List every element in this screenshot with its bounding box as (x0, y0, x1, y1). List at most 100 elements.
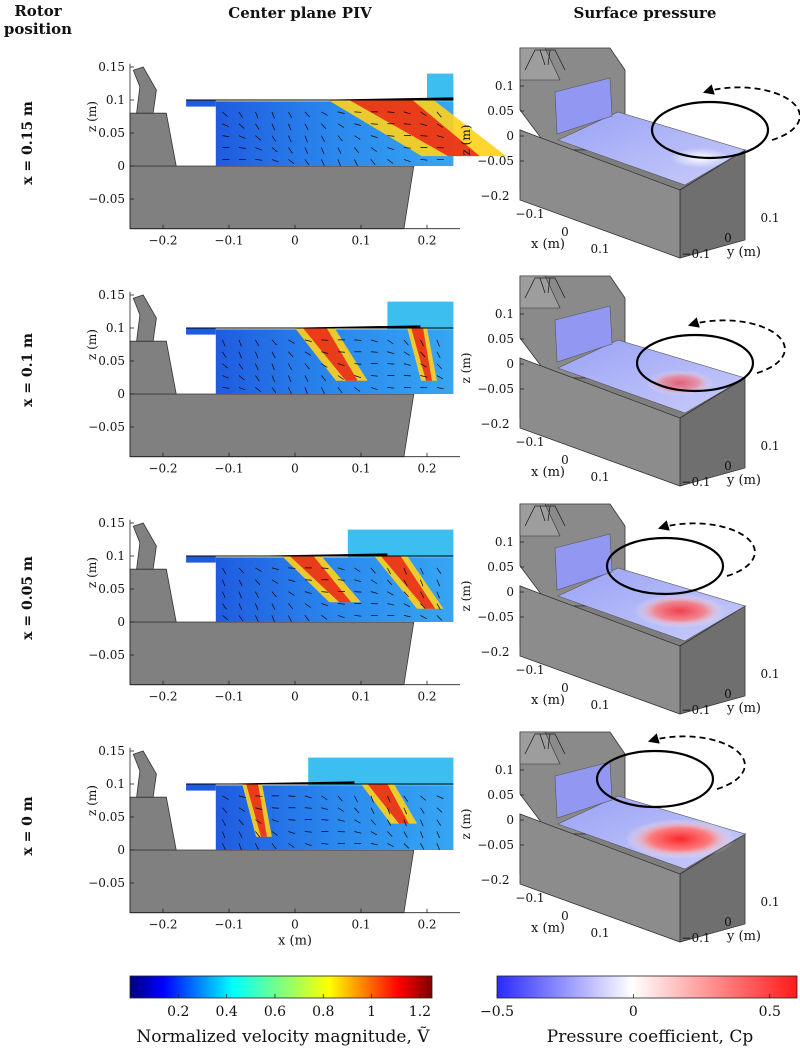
vector (304, 135, 308, 143)
vector (436, 603, 441, 610)
y-tick-label: 0.05 (98, 810, 125, 824)
x-tick-label: 0.1 (351, 234, 370, 248)
velocity-colorbar-label: Normalized velocity magnitude, Ṽ (136, 1027, 430, 1047)
vector (271, 567, 279, 570)
vector (436, 387, 444, 390)
velocity-colorbar-tick-label: 1.2 (409, 1004, 431, 1020)
vector (403, 615, 411, 618)
vector (436, 579, 441, 587)
ground-body (129, 393, 415, 458)
x-tick-label: 0.1 (590, 470, 609, 484)
vector (288, 147, 293, 154)
vector (387, 807, 391, 815)
y-tick-label: 0.05 (98, 126, 125, 140)
x-tick-label: −0.1 (214, 234, 243, 248)
x-tick-label: −0.2 (148, 234, 177, 248)
vector (337, 147, 342, 154)
vector (370, 147, 377, 152)
vector (288, 375, 292, 383)
plate-strip (186, 328, 216, 335)
z-axis-label: z (m) (459, 353, 473, 384)
y-axis-label: y (m) (726, 245, 761, 260)
vector (420, 831, 424, 839)
pressure-colorbar-tick-label: −0.5 (480, 1004, 514, 1020)
vector (403, 123, 411, 125)
vector (337, 159, 341, 167)
y-tick-label: 0.1 (760, 211, 779, 225)
x-axis-label: x (m) (531, 237, 565, 252)
vector (370, 795, 374, 803)
z-tick-label: 0 (506, 357, 514, 371)
y-tick-label: −0.1 (681, 931, 710, 945)
pressure-column-header: Surface pressure (573, 4, 717, 22)
vector (403, 351, 411, 356)
vector (436, 795, 444, 799)
upper-flow (387, 301, 454, 330)
piv-panel-0: 0.15 0.1 0.05 0 −0.05 −0.2 −0.1 0 0.1 0.2 z (m) (85, 60, 507, 248)
step-body (129, 796, 177, 851)
y-axis-label: z (m) (85, 101, 99, 132)
vector (387, 795, 391, 803)
x-tick-label: −0.2 (148, 690, 177, 704)
vector (387, 579, 393, 586)
vector (321, 375, 327, 382)
y-tick-label: −0.05 (88, 420, 125, 434)
vector (387, 387, 395, 389)
vector (354, 363, 362, 365)
x-tick-label: −0.1 (214, 690, 243, 704)
vector (403, 363, 411, 366)
y-tick-label: 0 (117, 615, 125, 629)
velocity-band-red (302, 328, 358, 381)
vector (403, 795, 409, 802)
ground-body (129, 849, 415, 914)
x-tick-label: 0.1 (351, 462, 370, 476)
vector (271, 603, 276, 610)
upper-flow (427, 73, 454, 102)
rotation-arrow (702, 84, 800, 141)
z-axis-label: z (m) (459, 125, 473, 156)
vector (370, 843, 378, 846)
z-tick-label: 0.05 (487, 788, 514, 802)
velocity-colorbar-tick-label: 0.2 (167, 1004, 189, 1020)
vector (304, 159, 310, 166)
y-tick-label: 0.1 (760, 895, 779, 909)
vector (255, 387, 262, 392)
vector (370, 591, 378, 594)
vector (271, 111, 275, 119)
vector (420, 591, 425, 598)
x-tick-label: −0.2 (480, 417, 509, 431)
pressure-colorbar (496, 975, 798, 999)
tower-top (519, 275, 561, 309)
vector (337, 375, 344, 380)
velocity-vectors (222, 795, 444, 851)
x-tick-label: 0 (291, 690, 299, 704)
vector (321, 615, 328, 620)
vector (420, 159, 428, 161)
pressure-hotspot (646, 370, 714, 396)
vector (370, 159, 376, 166)
x-tick-label: −0.1 (515, 207, 544, 221)
x-tick-label: 0.2 (417, 462, 436, 476)
vector (387, 843, 394, 848)
vector (288, 111, 293, 119)
piv-panel-2: 0.15 0.1 0.05 0 −0.05 −0.2 −0.1 0 0.1 0.2 z (m) (85, 516, 460, 704)
vector (337, 387, 343, 394)
pressure-wall (554, 305, 613, 363)
vector (238, 819, 244, 826)
vector (337, 363, 345, 366)
y-tick-label: 0.05 (98, 354, 125, 368)
z-tick-label: 0.1 (495, 79, 514, 93)
vector (288, 591, 295, 596)
vector (238, 339, 242, 347)
rotor-mount (524, 49, 566, 71)
vector (304, 807, 312, 809)
plate-strip (186, 100, 216, 107)
vector (354, 135, 361, 140)
z-tick-label: −0.05 (477, 838, 514, 852)
z-tick-label: −0.05 (477, 382, 514, 396)
vector (238, 795, 246, 798)
vector (420, 795, 426, 801)
vector (222, 135, 230, 138)
vector (222, 351, 227, 358)
